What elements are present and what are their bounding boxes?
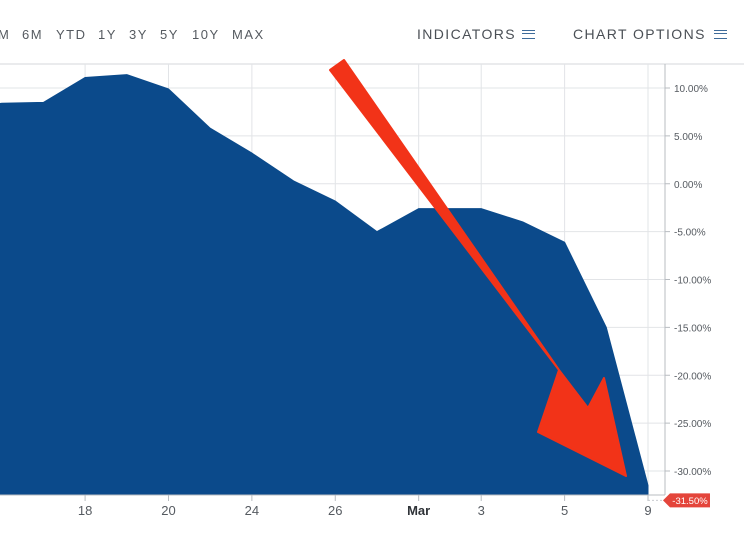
last-value-badge: -31.50% [648,493,710,508]
x-tick-label: 18 [78,503,92,518]
range-button-max[interactable]: MAX [232,27,265,42]
y-tick-label: -15.00% [674,323,711,334]
x-tick-label: Mar [407,503,430,518]
plot-area [0,74,649,496]
chart-options-label: CHART OPTIONS [573,26,706,42]
range-button-3y[interactable]: 3Y [129,27,148,42]
y-tick-label: -10.00% [674,276,711,287]
indicators-button[interactable]: INDICATORS [417,26,536,42]
range-button-ytd[interactable]: YTD [56,27,87,42]
x-tick-label: 24 [245,503,259,518]
last-value-badge-shape [663,493,710,508]
range-button-6m[interactable]: 6M [22,27,44,42]
x-tick-label: 20 [161,503,175,518]
last-value-label: -31.50% [672,496,708,507]
chart-options-button[interactable]: CHART OPTIONS [573,26,727,42]
x-tick-label: 5 [561,503,568,518]
indicators-menu-icon [522,29,536,39]
range-button-5y[interactable]: 5Y [160,27,179,42]
x-tick-label: 9 [644,503,651,518]
y-axis: 10.00% 5.00% 0.00% -5.00% -10.00% -15.00% -20.… [664,64,711,495]
arrow-annotation [329,59,627,477]
chart-toolbar: M 6M YTD 1Y 3Y 5Y 10Y MAX INDICATORS CHA… [0,0,744,64]
x-tick-label: 26 [328,503,342,518]
y-tick-label: -20.00% [674,371,711,382]
x-axis: 18 20 24 26 Mar 3 5 9 [0,494,665,518]
red-arrow [329,59,627,477]
y-tick-label: -25.00% [674,419,711,430]
indicators-label: INDICATORS [417,26,517,42]
range-button-m[interactable]: M [0,27,11,42]
y-tick-label: 0.00% [674,180,702,191]
y-tick-label: -30.00% [674,467,711,478]
range-button-1y[interactable]: 1Y [98,27,117,42]
y-tick-label: 10.00% [674,84,708,95]
x-tick-label: 3 [478,503,485,518]
range-button-10y[interactable]: 10Y [192,27,220,42]
chart-options-menu-icon [713,29,727,39]
y-tick-label: -5.00% [674,228,706,239]
y-tick-label: 5.00% [674,132,702,143]
